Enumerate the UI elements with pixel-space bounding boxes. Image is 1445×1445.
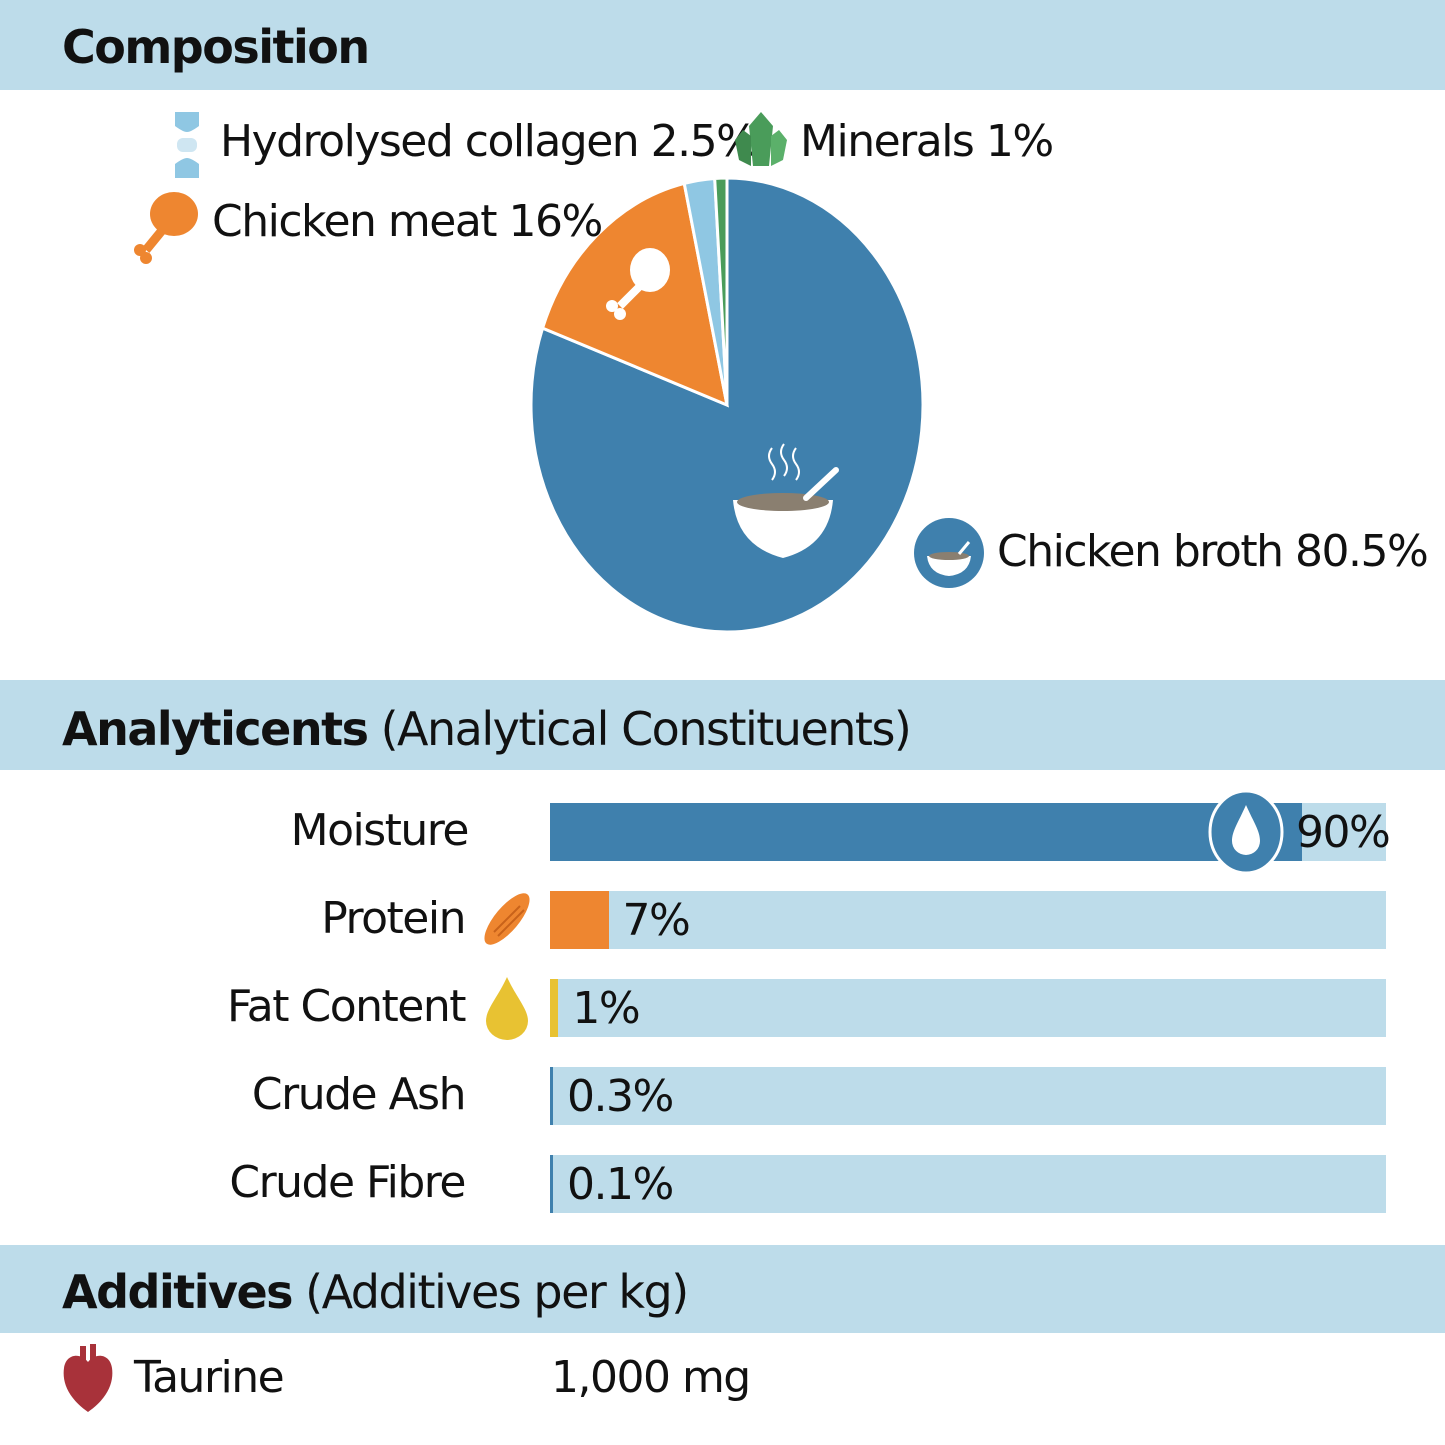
row-label-crude-ash: Crude Ash (251, 1069, 467, 1120)
bar-value-label: 90% (1296, 807, 1391, 858)
bar-value-label: 0.1% (567, 1159, 674, 1210)
row-label-protein: Protein (321, 893, 466, 944)
chicken-leg-icon (606, 248, 670, 320)
additives-title: Additives (62, 1265, 294, 1319)
bar-value-label: 1% (572, 983, 640, 1034)
bar-track: 90% (550, 789, 1391, 875)
soup-bowl-icon (733, 443, 839, 558)
row-label-moisture: Moisture (290, 805, 470, 856)
bar-value-label: 0.3% (567, 1071, 674, 1122)
muscle-icon (484, 893, 530, 945)
legend-minerals: Minerals 1% (800, 116, 1054, 167)
joint-icon (175, 112, 199, 178)
bar-value-label: 7% (622, 895, 691, 946)
crystal-icon (735, 112, 787, 166)
oil-drop-icon (486, 977, 528, 1040)
legend-chicken-broth: Chicken broth 80.5% (997, 526, 1429, 577)
composition-header: Composition (0, 0, 1445, 90)
soup-bowl-icon (914, 518, 984, 588)
bar-track: 7% (550, 891, 1386, 949)
bar-fill-crude-ash (550, 1067, 553, 1125)
additive-taurine-label: Taurine (134, 1352, 285, 1403)
row-label-crude-fibre: Crude Fibre (229, 1157, 466, 1208)
pie-slice-minerals (713, 176, 729, 406)
composition-pie-chart (529, 176, 925, 634)
bar-track: 0.3% (550, 1067, 1386, 1125)
water-drop-icon (1208, 789, 1284, 875)
chicken-leg-icon (134, 192, 198, 264)
composition-title: Composition (62, 20, 370, 74)
additive-taurine-amount: 1,000 mg (551, 1352, 751, 1403)
bar-fill-fat-content (550, 979, 559, 1037)
legend-collagen: Hydrolysed collagen 2.5% (220, 116, 758, 167)
analytical-subtitle: (Analytical Constituents) (380, 702, 912, 756)
additives-header: Additives (Additives per kg) (0, 1245, 1445, 1333)
legend-chicken-meat: Chicken meat 16% (212, 196, 603, 247)
bar-track: 0.1% (550, 1155, 1386, 1213)
additives-subtitle: (Additives per kg) (305, 1265, 689, 1319)
heart-icon (63, 1344, 113, 1412)
row-label-fat-content: Fat Content (227, 981, 466, 1032)
bar-fill-protein (550, 891, 609, 949)
bar-fill-crude-fibre (550, 1155, 553, 1213)
bar-fill-moisture (550, 803, 1303, 861)
bar-track: 1% (550, 979, 1386, 1037)
analytical-title: Analyticents (62, 702, 369, 756)
analytical-header: Analyticents (Analytical Constituents) (0, 680, 1445, 770)
